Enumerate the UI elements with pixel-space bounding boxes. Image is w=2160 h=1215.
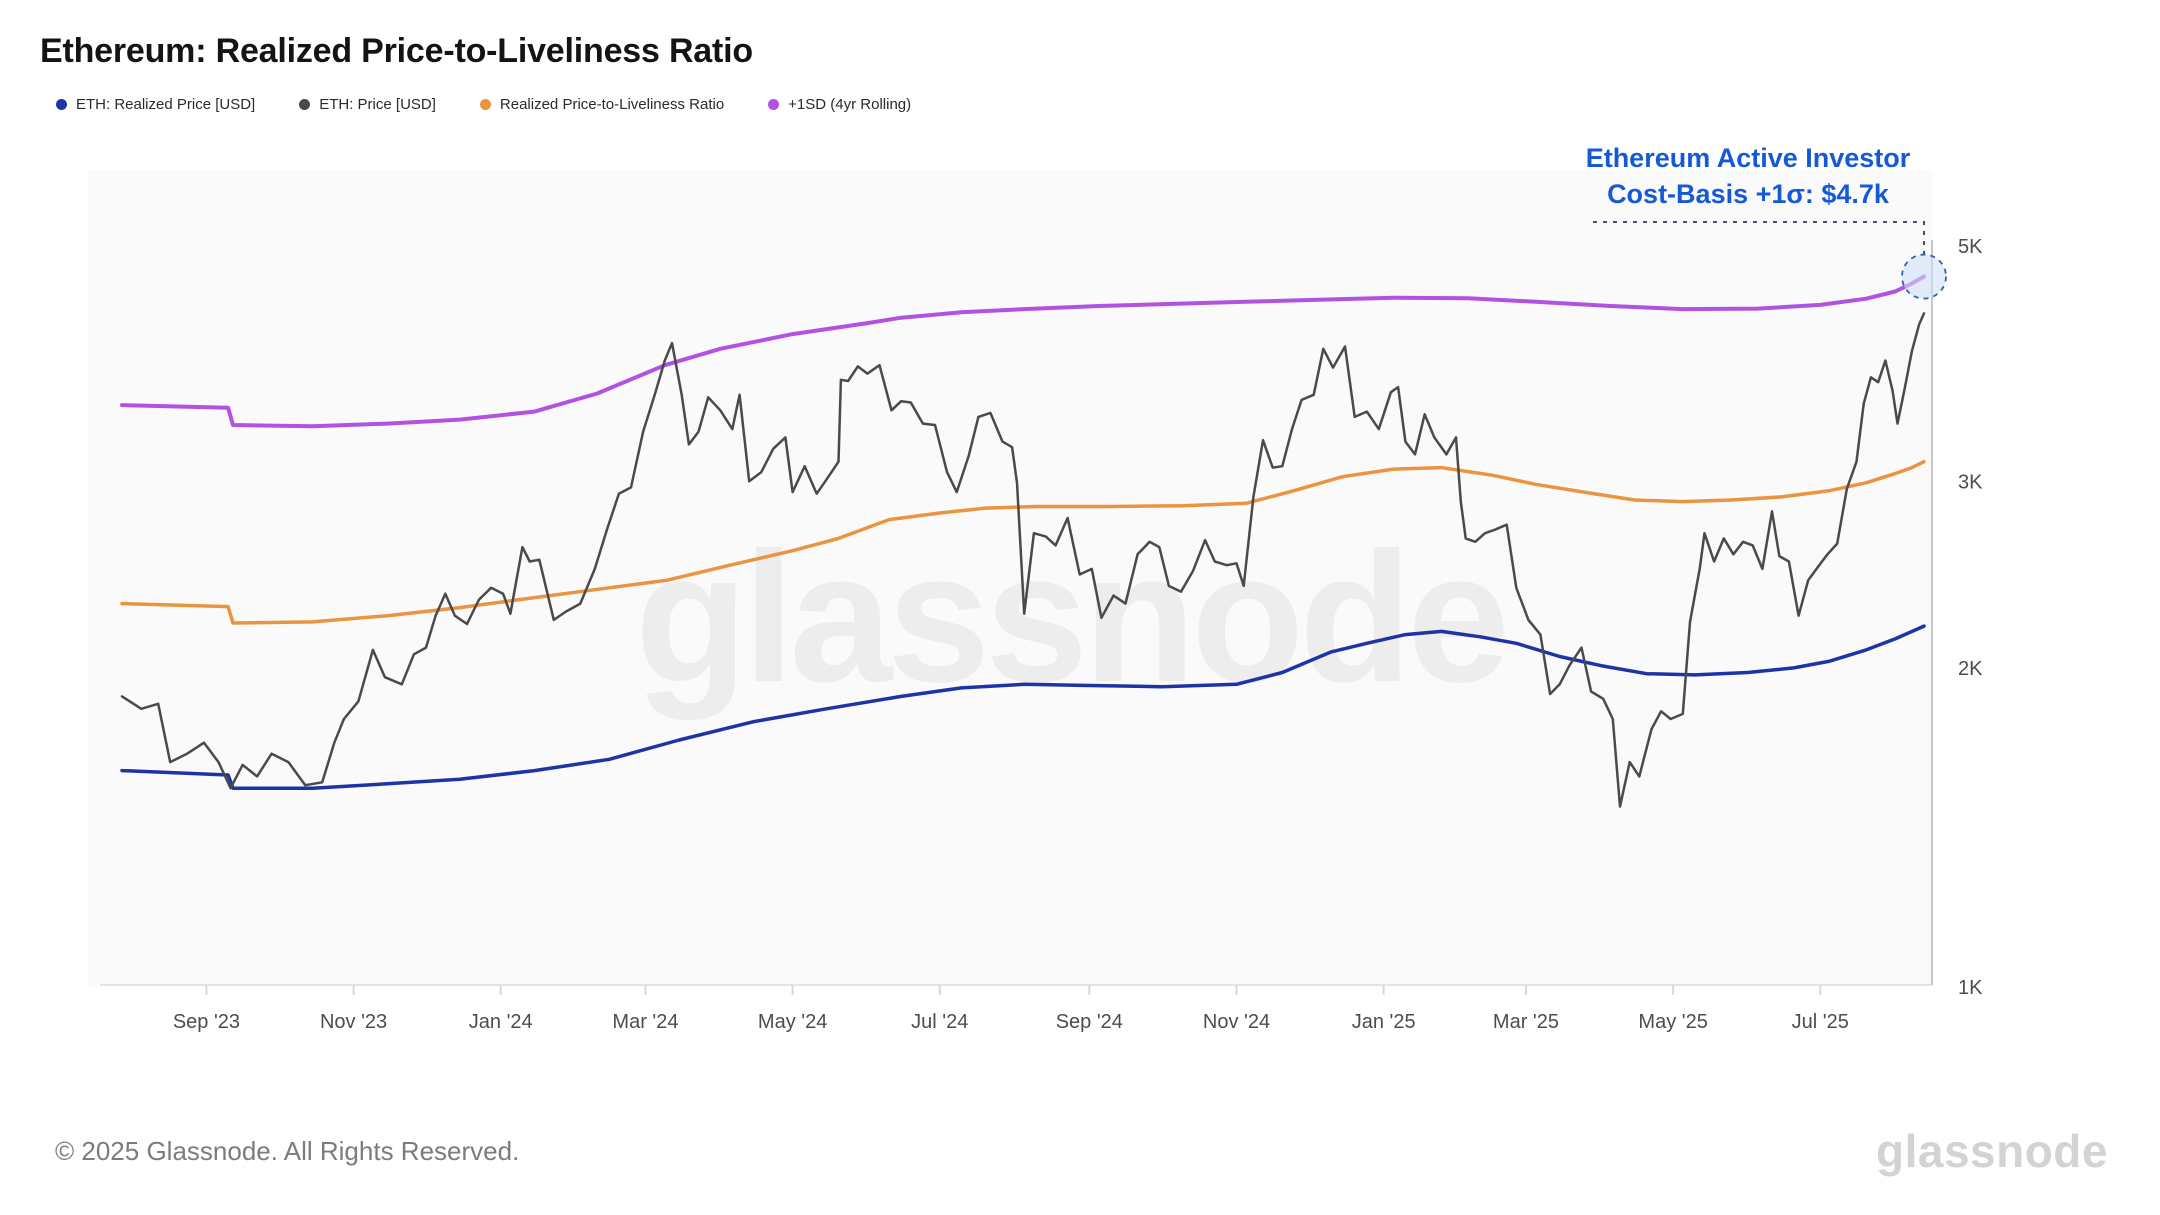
x-tick-label: Sep '24 xyxy=(1056,1011,1123,1033)
x-tick-label: Mar '25 xyxy=(1493,1011,1559,1033)
x-tick-label: Mar '24 xyxy=(612,1011,678,1033)
legend-item-label: +1SD (4yr Rolling) xyxy=(788,96,912,113)
y-tick-label: 5K xyxy=(1958,236,1983,258)
x-tick-label: Jan '25 xyxy=(1352,1011,1416,1033)
x-tick-label: Nov '24 xyxy=(1203,1011,1270,1033)
x-tick-label: Jul '24 xyxy=(911,1011,968,1033)
page-title: Ethereum: Realized Price-to-Liveliness R… xyxy=(40,32,753,70)
x-tick-label: Sep '23 xyxy=(173,1011,240,1033)
series-line-2 xyxy=(120,624,1926,790)
legend-item-label: ETH: Price [USD] xyxy=(319,96,436,113)
x-tick-label: May '24 xyxy=(758,1011,827,1033)
legend-item-0[interactable]: ETH: Realized Price [USD] xyxy=(56,96,255,113)
x-tick-label: May '25 xyxy=(1638,1011,1707,1033)
callout-label: Ethereum Active Investor Cost-Basis +1σ:… xyxy=(1557,140,1939,212)
y-tick-label: 1K xyxy=(1958,977,1983,999)
legend-dot-icon xyxy=(479,99,491,110)
x-tick-label: Jan '24 xyxy=(469,1011,533,1033)
legend-item-2[interactable]: Realized Price-to-Liveliness Ratio xyxy=(479,96,725,113)
legend-item-label: ETH: Realized Price [USD] xyxy=(76,96,256,113)
legend-dot-icon xyxy=(299,99,311,110)
series-line-1 xyxy=(120,459,1926,625)
series-line-0 xyxy=(120,274,1926,429)
x-tick-label: Jul '25 xyxy=(1792,1011,1849,1033)
glassnode-logo: glassnode xyxy=(1875,1125,2108,1177)
callout-label-line1: Ethereum Active Investor xyxy=(1585,143,1911,173)
callout-label-line2: Cost-Basis +1σ: $4.7k xyxy=(1607,179,1889,209)
callout-leader-line xyxy=(1593,221,1925,258)
legend-item-3[interactable]: +1SD (4yr Rolling) xyxy=(768,96,911,113)
legend-dot-icon xyxy=(768,99,780,110)
legend-item-label: Realized Price-to-Liveliness Ratio xyxy=(499,96,725,113)
watermark-text: glassnode xyxy=(635,515,1505,721)
callout-highlight-circle xyxy=(1901,253,1947,300)
y-tick-label: 2K xyxy=(1958,658,1983,680)
chart-legend: ETH: Realized Price [USD] ETH: Price [USD… xyxy=(56,96,911,113)
legend-dot-icon xyxy=(56,99,67,110)
series-line-3 xyxy=(120,312,1926,808)
copyright-text: © 2025 Glassnode. All Rights Reserved. xyxy=(55,1136,520,1166)
x-tick-label: Nov '23 xyxy=(320,1011,387,1033)
y-tick-label: 3K xyxy=(1958,471,1983,493)
legend-item-1[interactable]: ETH: Price [USD] xyxy=(299,96,436,113)
